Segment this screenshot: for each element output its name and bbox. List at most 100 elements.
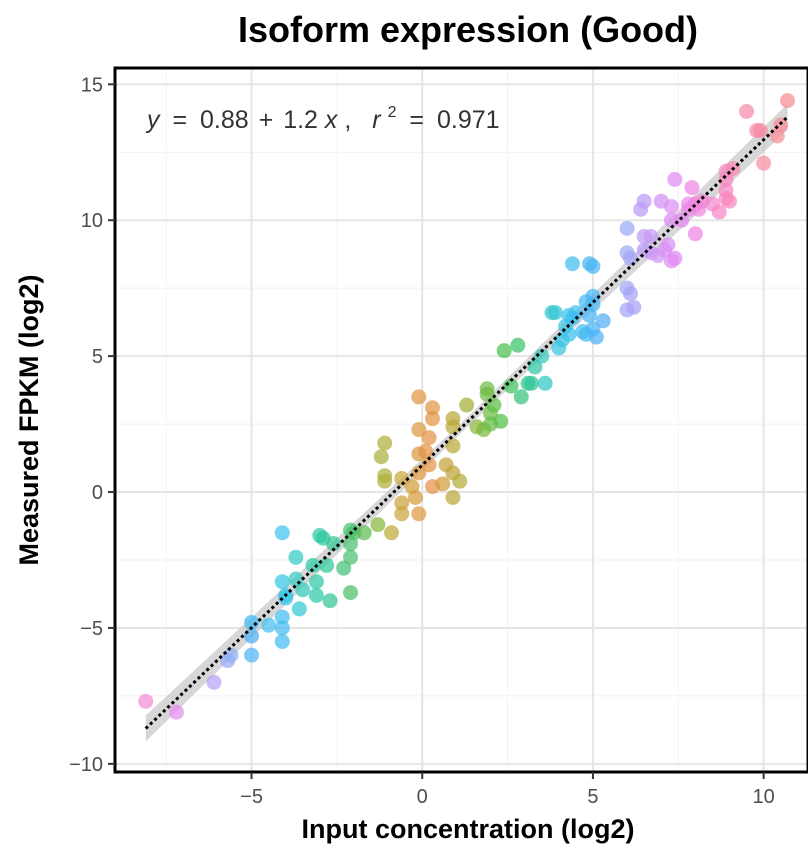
- data-point: [274, 609, 290, 625]
- data-point: [687, 226, 703, 242]
- data-point: [619, 220, 635, 236]
- data-point: [244, 615, 260, 631]
- data-point: [595, 313, 611, 329]
- data-point: [660, 237, 676, 253]
- data-point: [510, 337, 526, 353]
- data-point: [394, 506, 410, 522]
- eq-r-var: r: [372, 106, 382, 134]
- data-point: [411, 389, 427, 405]
- data-point: [445, 489, 461, 505]
- data-point: [564, 256, 580, 272]
- data-point: [424, 411, 440, 427]
- data-point: [445, 411, 461, 427]
- eq-r-power: 2: [388, 104, 397, 121]
- data-point: [667, 171, 683, 187]
- data-point: [274, 525, 290, 541]
- data-point: [288, 549, 304, 565]
- y-tick-label: 15: [81, 74, 103, 96]
- data-point: [537, 375, 553, 391]
- eq-y-var: y: [145, 106, 161, 134]
- data-point: [568, 305, 584, 321]
- data-point: [278, 590, 294, 606]
- data-point: [547, 305, 563, 321]
- data-point: [411, 506, 427, 522]
- plot-border: [113, 66, 808, 774]
- data-point: [308, 587, 324, 603]
- data-point: [643, 229, 659, 245]
- y-tick-label: 0: [92, 482, 103, 504]
- data-point: [394, 470, 410, 486]
- eq-plus: +: [259, 106, 274, 134]
- data-point: [534, 348, 550, 364]
- eq-x-var: x: [324, 106, 339, 134]
- data-point: [336, 560, 352, 576]
- data-point: [739, 103, 755, 119]
- data-point: [711, 204, 727, 220]
- data-point: [424, 400, 440, 416]
- data-point: [411, 422, 427, 438]
- data-point: [384, 525, 400, 541]
- x-axis-ticks: −5 0 5 10: [240, 772, 775, 808]
- data-point: [780, 93, 796, 109]
- data-point: [752, 123, 768, 139]
- data-point: [721, 193, 737, 209]
- eq-comma: ,: [344, 106, 351, 134]
- regression-line: [144, 115, 789, 730]
- data-point: [373, 449, 389, 465]
- data-point: [322, 593, 338, 609]
- data-point: [663, 199, 679, 215]
- x-tick-label: 10: [752, 786, 774, 808]
- data-point: [319, 557, 335, 573]
- data-point: [588, 329, 604, 345]
- data-point: [274, 574, 290, 590]
- y-axis-title: Measured FPKM (log2): [14, 274, 44, 565]
- data-point: [377, 473, 393, 489]
- data-point: [274, 634, 290, 650]
- data-point: [356, 525, 372, 541]
- data-point: [479, 381, 495, 397]
- data-point: [459, 397, 475, 413]
- data-point: [445, 438, 461, 454]
- data-point: [523, 375, 539, 391]
- data-point: [138, 693, 154, 709]
- x-tick-label: −5: [240, 786, 263, 808]
- data-point: [622, 286, 638, 302]
- y-tick-label: 10: [81, 210, 103, 232]
- data-point: [493, 413, 509, 429]
- eq-intercept: 0.88: [200, 106, 249, 134]
- eq-r2-value: 0.971: [437, 106, 500, 134]
- data-point: [585, 258, 601, 274]
- y-tick-label: −5: [80, 618, 103, 640]
- y-tick-label: 5: [92, 346, 103, 368]
- regression-equation: y = 0.88 + 1.2 x , r 2 = 0.971: [145, 95, 500, 134]
- data-point: [295, 582, 311, 598]
- data-point: [274, 620, 290, 636]
- data-point: [407, 489, 423, 505]
- data-point: [667, 250, 683, 266]
- data-point: [674, 212, 690, 228]
- data-point: [636, 193, 652, 209]
- data-point: [370, 517, 386, 533]
- data-point: [394, 495, 410, 511]
- data-point: [626, 299, 642, 315]
- data-point: [527, 359, 543, 375]
- data-point: [585, 296, 601, 312]
- y-tick-label: −10: [69, 754, 103, 776]
- eq-slope: 1.2: [283, 106, 318, 134]
- data-point: [684, 180, 700, 196]
- x-tick-label: 0: [417, 786, 428, 808]
- eq-equals: =: [172, 106, 187, 134]
- data-point: [206, 674, 222, 690]
- data-point: [244, 647, 260, 663]
- chart-title: Isoform expression (Good): [238, 9, 698, 50]
- x-tick-label: 5: [587, 786, 598, 808]
- data-point: [418, 443, 434, 459]
- data-point: [513, 389, 529, 405]
- data-point: [308, 574, 324, 590]
- data-point: [325, 536, 341, 552]
- data-point: [411, 465, 427, 481]
- data-point: [261, 617, 277, 633]
- x-axis-title: Input concentration (log2): [302, 814, 635, 844]
- data-point: [377, 435, 393, 451]
